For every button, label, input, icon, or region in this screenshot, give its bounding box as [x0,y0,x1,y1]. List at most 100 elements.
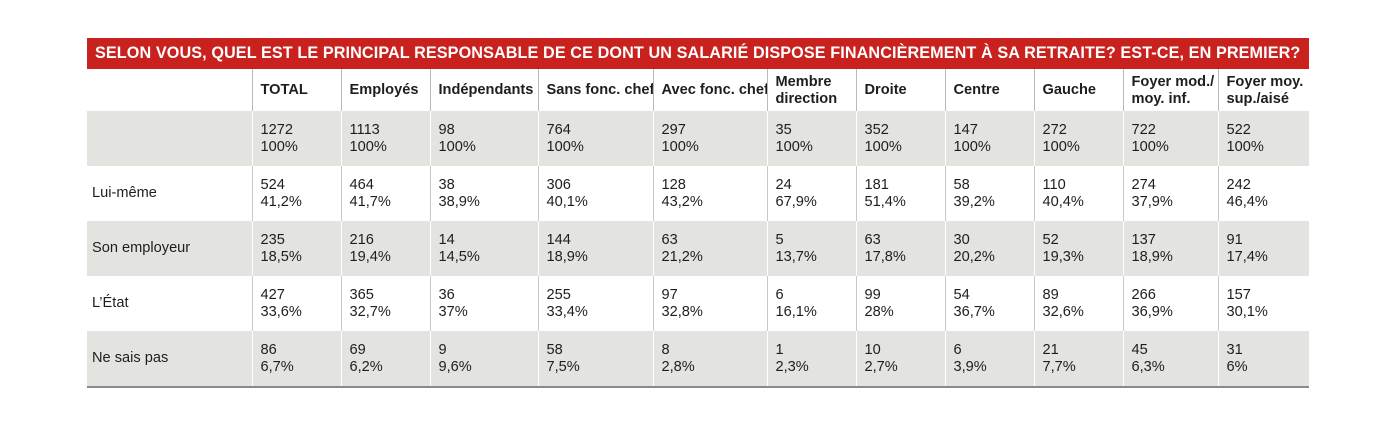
column-header: TOTAL [251,69,341,111]
column-header-label: moy. inf. [1131,90,1191,107]
table-cell: 9 9,6% [429,331,538,388]
cell-percent: 2,8% [661,358,695,375]
cell-percent: 7,7% [1042,358,1076,375]
cell-count: 31 [1226,341,1243,358]
cell-percent: 36,9% [1131,303,1173,320]
table-cell: 58 39,2% [944,166,1034,221]
cell-count: 8 [661,341,670,358]
cell-count: 97 [661,286,678,303]
cell-percent: 19,3% [1042,248,1084,265]
column-header: Membre direction [766,69,856,111]
column-header-label: Gauche [1042,82,1097,98]
table-cell: 97 32,8% [652,276,767,331]
cell-percent: 100% [349,138,387,155]
table-cell: 91 17,4% [1217,221,1309,276]
table-cell: 764 100% [537,111,653,166]
table-cell: 128 43,2% [652,166,767,221]
cell-count: 58 [953,176,970,193]
cell-percent: 13,7% [775,248,817,265]
cell-count: 69 [349,341,366,358]
table-cell: 8 2,8% [652,331,767,388]
column-header-label: Foyer mod./ [1131,73,1215,90]
table-cell: 110 40,4% [1033,166,1123,221]
table-row: 1272 100% 1113 100% 98 100% 764 100% 297 100% 35 10… [87,111,1309,166]
cell-count: 89 [1042,286,1059,303]
cell-count: 63 [661,231,678,248]
table-cell: 157 30,1% [1217,276,1309,331]
cell-percent: 100% [864,138,902,155]
cell-percent: 30,1% [1226,303,1268,320]
cell-percent: 46,4% [1226,193,1268,210]
table-cell: 144 18,9% [537,221,653,276]
cell-count: 522 [1226,121,1251,138]
cell-count: 110 [1042,176,1066,193]
table-cell: 38 38,9% [429,166,538,221]
cell-percent: 18,9% [1131,248,1173,265]
cell-percent: 33,4% [546,303,588,320]
cell-count: 6 [953,341,962,358]
column-header-label: TOTAL [260,82,308,98]
table-cell: 31 6% [1217,331,1309,388]
cell-percent: 6,2% [349,358,383,375]
table-cell: 52 19,3% [1033,221,1123,276]
cell-percent: 43,2% [661,193,703,210]
cell-percent: 33,6% [260,303,302,320]
cell-percent: 39,2% [953,193,995,210]
cell-percent: 40,4% [1042,193,1084,210]
cell-percent: 100% [438,138,476,155]
cell-count: 58 [546,341,563,358]
cell-percent: 100% [260,138,298,155]
column-header-label: Foyer moy. [1226,73,1304,90]
cell-count: 14 [438,231,455,248]
table-cell: 216 19,4% [340,221,430,276]
cell-percent: 19,4% [349,248,391,265]
cell-percent: 100% [661,138,699,155]
table-cell: 272 100% [1033,111,1123,166]
table-cell: 89 32,6% [1033,276,1123,331]
cell-count: 137 [1131,231,1156,248]
table-cell: 14 14,5% [429,221,538,276]
cell-percent: 100% [953,138,991,155]
cell-count: 297 [661,121,686,138]
cell-count: 255 [546,286,571,303]
table-cell: 181 51,4% [855,166,945,221]
table-cell: 255 33,4% [537,276,653,331]
cell-percent: 100% [1131,138,1169,155]
table-cell: 21 7,7% [1033,331,1123,388]
cell-percent: 6,3% [1131,358,1165,375]
cell-percent: 21,2% [661,248,703,265]
cell-percent: 67,9% [775,193,817,210]
table-cell: 1113 100% [340,111,430,166]
table-cell: 266 36,9% [1122,276,1218,331]
column-header: Indépendants [429,69,538,111]
cell-count: 86 [260,341,277,358]
cell-count: 54 [953,286,970,303]
table-cell: 464 41,7% [340,166,430,221]
cell-count: 144 [546,231,571,248]
cell-count: 274 [1131,176,1156,193]
table-cell: 137 18,9% [1122,221,1218,276]
column-header-label: Droite [864,82,907,98]
cell-count: 6 [775,286,784,303]
table-cell: 58 7,5% [537,331,653,388]
table-cell: 69 6,2% [340,331,430,388]
table-row: Lui-même 524 41,2% 464 41,7% 38 38,9% 306 40,1% 1… [87,166,1309,221]
cell-count: 147 [953,121,978,138]
cell-percent: 100% [1042,138,1080,155]
table-cell: 24 67,9% [766,166,856,221]
table-row: L’État 427 33,6% 365 32,7% 36 37% 255 33,4% 97 32,… [87,276,1309,331]
cell-count: 365 [349,286,374,303]
cell-percent: 32,8% [661,303,703,320]
cell-percent: 32,6% [1042,303,1084,320]
column-header: Foyer moy. sup./aisé [1217,69,1309,111]
table-cell: 6 3,9% [944,331,1034,388]
table-cell: 36 37% [429,276,538,331]
cell-count: 9 [438,341,447,358]
cell-count: 352 [864,121,889,138]
cell-percent: 38,9% [438,193,480,210]
column-header-label: direction [775,90,838,107]
cell-percent: 37% [438,303,468,320]
cell-count: 464 [349,176,374,193]
cell-count: 52 [1042,231,1059,248]
column-header: Avec fonc. chef [652,69,767,111]
